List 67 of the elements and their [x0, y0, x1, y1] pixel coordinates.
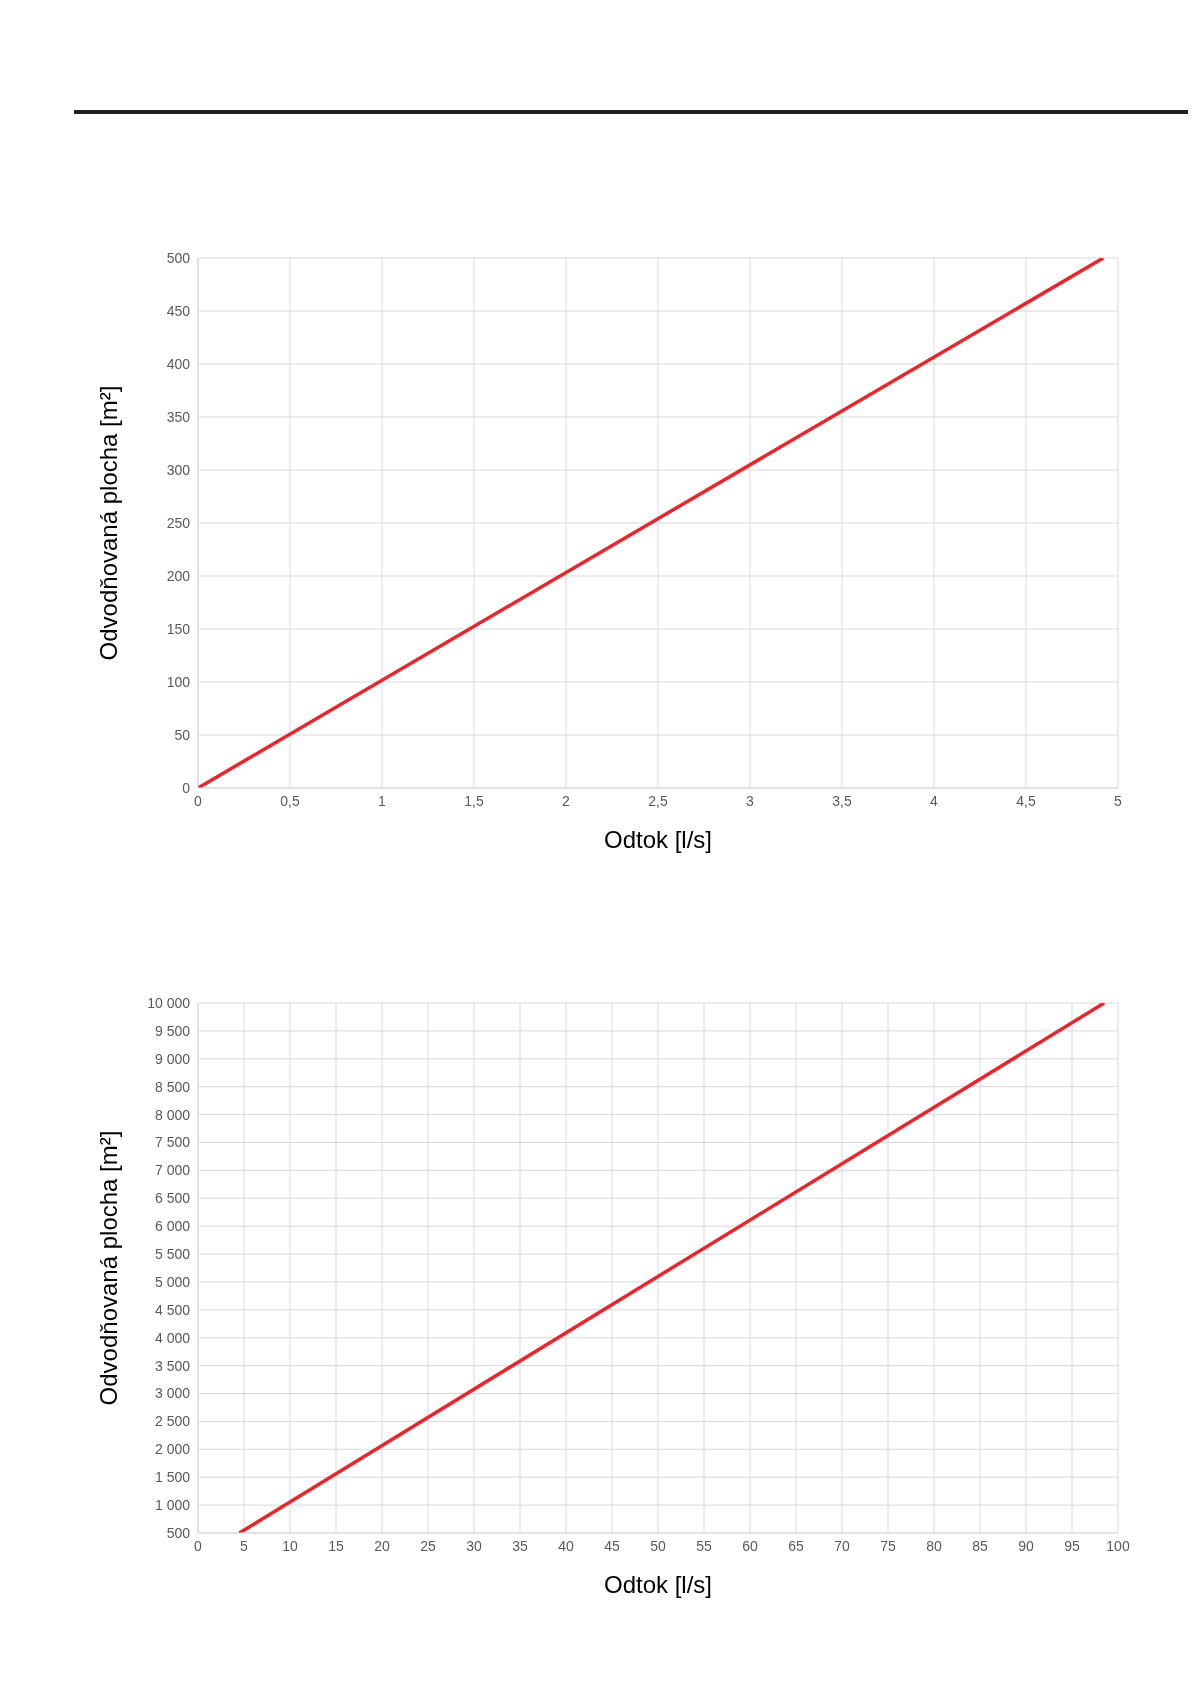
- y-tick-label: 6 500: [154, 1190, 191, 1207]
- y-tick-label: 50: [174, 726, 191, 743]
- y-tick-label: 5 000: [154, 1273, 191, 1290]
- x-tick-label: 5: [240, 1537, 249, 1554]
- y-tick-label: 7 500: [154, 1134, 191, 1151]
- x-tick-label: 5: [1114, 792, 1123, 809]
- y-tick-label: 2 500: [154, 1413, 191, 1430]
- x-tick-label: 25: [420, 1537, 436, 1554]
- y-tick-label: 350: [166, 408, 191, 425]
- x-tick-label: 65: [788, 1537, 804, 1554]
- y-axis-title: Odvodňovaná plocha [m²]: [94, 385, 122, 661]
- y-tick-label: 150: [166, 620, 191, 637]
- y-tick-label: 500: [166, 249, 191, 266]
- y-tick-label: 9 500: [154, 1022, 191, 1039]
- x-tick-label: 1,5: [464, 792, 484, 809]
- x-tick-label: 2: [562, 792, 571, 809]
- x-tick-label: 15: [328, 1537, 344, 1554]
- y-axis-title: Odvodňovaná plocha [m²]: [94, 1130, 122, 1406]
- y-tick-label: 1 500: [154, 1469, 191, 1486]
- x-tick-label: 80: [926, 1537, 942, 1554]
- y-tick-label: 8 500: [154, 1078, 191, 1095]
- x-axis-title: Odtok [l/s]: [603, 1571, 713, 1598]
- x-tick-label: 2,5: [648, 792, 668, 809]
- x-axis-title: Odtok [l/s]: [603, 826, 713, 853]
- y-tick-label: 1 000: [154, 1497, 191, 1514]
- x-tick-label: 0: [194, 1537, 203, 1554]
- y-tick-label: 7 000: [154, 1162, 191, 1179]
- y-tick-label: 300: [166, 461, 191, 478]
- y-tick-label: 3 000: [154, 1385, 191, 1402]
- y-tick-label: 4 500: [154, 1301, 191, 1318]
- x-tick-label: 35: [512, 1537, 528, 1554]
- x-tick-label: 3,5: [832, 792, 852, 809]
- y-tick-label: 0: [182, 779, 191, 796]
- x-tick-label: 90: [1018, 1537, 1034, 1554]
- x-tick-label: 1: [378, 792, 387, 809]
- x-tick-label: 10: [282, 1537, 298, 1554]
- y-tick-label: 500: [166, 1524, 191, 1541]
- x-tick-label: 4,5: [1016, 792, 1036, 809]
- y-tick-label: 400: [166, 355, 191, 372]
- x-tick-label: 100: [1106, 1537, 1130, 1554]
- x-tick-label: 0: [194, 792, 203, 809]
- y-tick-label: 10 000: [147, 994, 191, 1011]
- x-tick-label: 50: [650, 1537, 666, 1554]
- y-tick-label: 100: [166, 673, 191, 690]
- y-tick-label: 250: [166, 514, 191, 531]
- y-tick-label: 5 500: [154, 1246, 191, 1263]
- y-tick-label: 6 000: [154, 1218, 191, 1235]
- x-tick-label: 4: [930, 792, 939, 809]
- x-tick-label: 20: [374, 1537, 390, 1554]
- y-tick-label: 450: [166, 302, 191, 319]
- x-tick-label: 70: [834, 1537, 850, 1554]
- x-tick-label: 45: [604, 1537, 620, 1554]
- x-tick-label: 75: [880, 1537, 896, 1554]
- y-tick-label: 2 000: [154, 1441, 191, 1458]
- x-tick-label: 55: [696, 1537, 712, 1554]
- y-tick-label: 8 000: [154, 1106, 191, 1123]
- y-tick-label: 4 000: [154, 1329, 191, 1346]
- y-tick-label: 3 500: [154, 1357, 191, 1374]
- x-tick-label: 85: [972, 1537, 988, 1554]
- y-tick-label: 200: [166, 567, 191, 584]
- x-tick-label: 40: [558, 1537, 574, 1554]
- x-tick-label: 0,5: [280, 792, 300, 809]
- x-tick-label: 60: [742, 1537, 758, 1554]
- x-tick-label: 3: [746, 792, 755, 809]
- x-tick-label: 30: [466, 1537, 482, 1554]
- y-tick-label: 9 000: [154, 1050, 191, 1067]
- x-tick-label: 95: [1064, 1537, 1080, 1554]
